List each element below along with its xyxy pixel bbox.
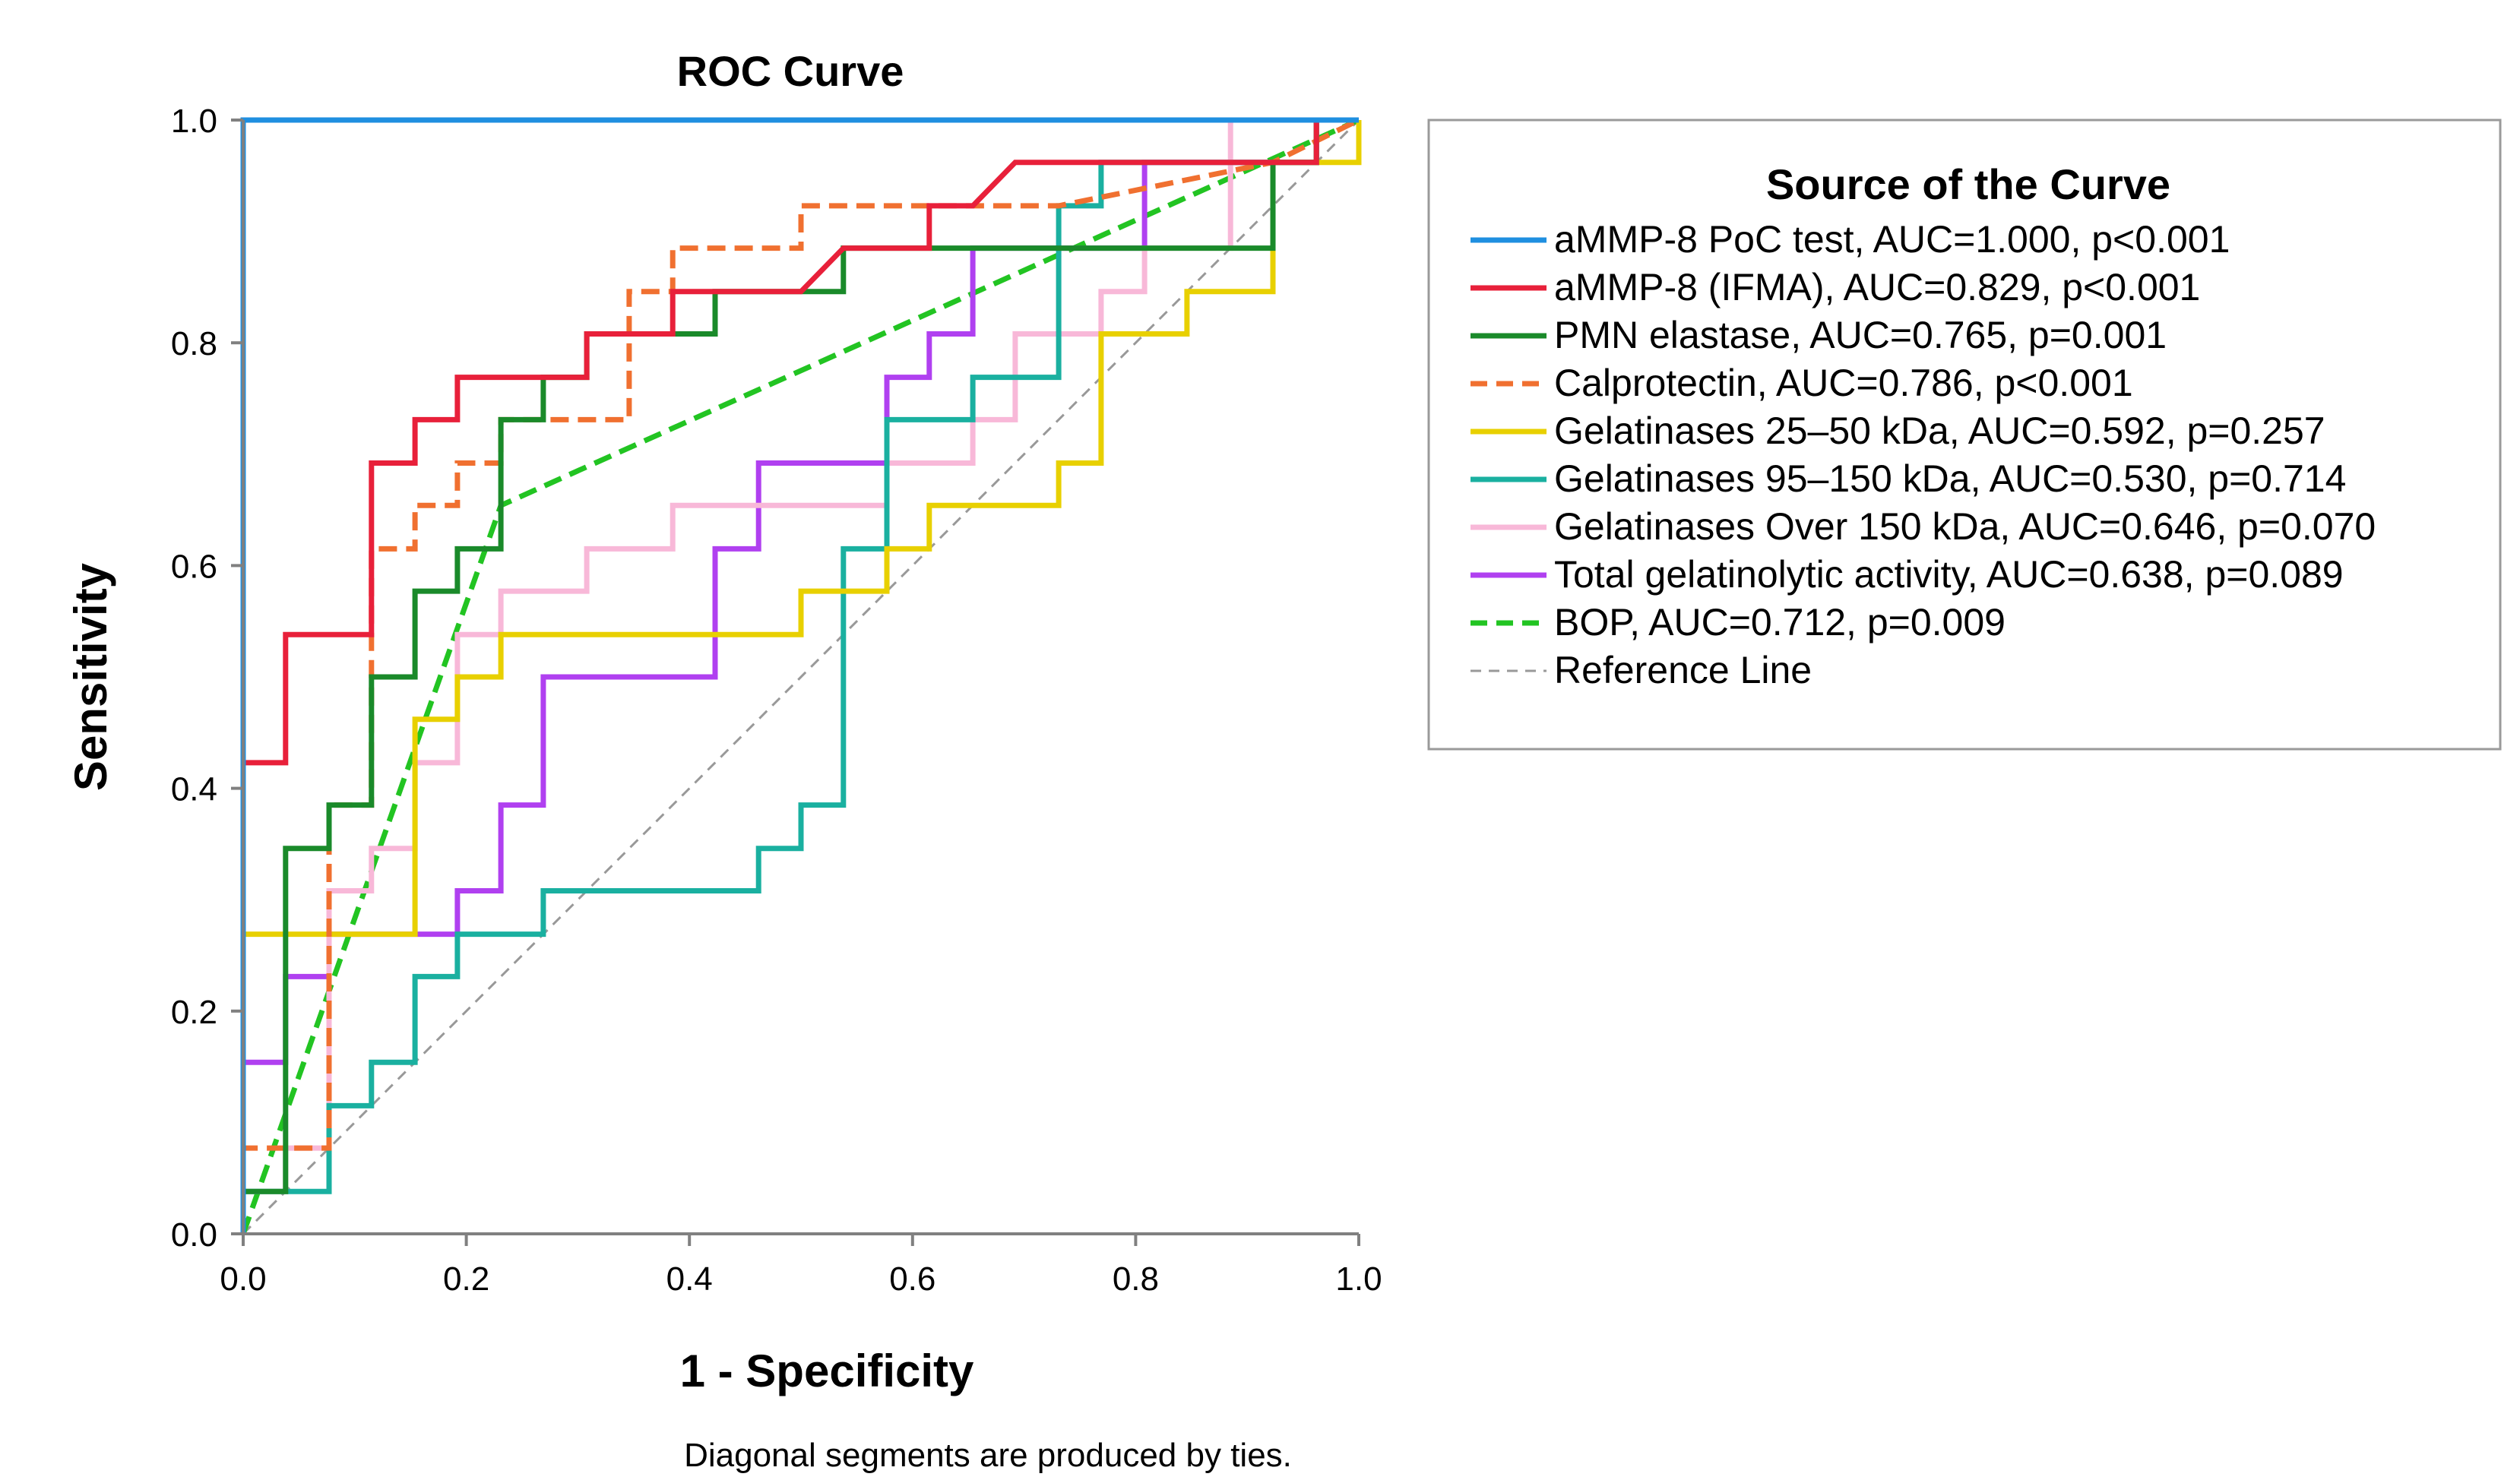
y-tick-label: 0.4	[171, 771, 217, 808]
axes-layer	[242, 120, 1359, 1235]
legend-label: aMMP-8 PoC test, AUC=1.000, p<0.001	[1554, 218, 2230, 261]
series-line-gelatinases-over-150-kda	[240, 117, 1359, 1234]
series-line-reference-line	[242, 119, 1360, 1235]
y-tick-label: 0.2	[171, 994, 217, 1031]
y-tick-label: 0.8	[171, 325, 217, 362]
legend-item-gelatinases-95-150-kda: Gelatinases 95–150 kDa, AUC=0.530, p=0.7…	[1471, 457, 2346, 500]
y-tick-label: 0.6	[171, 548, 217, 585]
legend-label: Gelatinases 25–50 kDa, AUC=0.592, p=0.25…	[1554, 410, 2325, 452]
legend-label: Reference Line	[1554, 649, 1812, 691]
series-layer	[240, 117, 1362, 1235]
ticks-layer: 0.0 0.2 0.4 0.6 0.8 1.0 0.0 0.2 0.4 0.6 0.8 1.0	[171, 103, 1382, 1298]
y-axis-label: Sensitivity	[65, 562, 116, 791]
legend-item-calprotectin: Calprotectin, AUC=0.786, p<0.001	[1471, 362, 2133, 404]
legend-box	[1427, 119, 2502, 751]
legend-item-pmn-elastase: PMN elastase, AUC=0.765, p=0.001	[1471, 314, 2167, 356]
legend-item-ammp-8-poc-test: aMMP-8 PoC test, AUC=1.000, p<0.001	[1471, 218, 2230, 261]
x-axis-label: 1 - Specificity	[680, 1346, 974, 1396]
footnote: Diagonal segments are produced by ties.	[684, 1437, 1292, 1474]
legend-item-reference-line: Reference Line	[1471, 649, 1812, 691]
x-tick-label: 0.2	[443, 1260, 489, 1298]
legend-item-total-gelatinolytic-activity: Total gelatinolytic activity, AUC=0.638,…	[1471, 553, 2344, 596]
legend-item-ammp-8-ifma: aMMP-8 (IFMA), AUC=0.829, p<0.001	[1471, 266, 2200, 308]
legend-label: Total gelatinolytic activity, AUC=0.638,…	[1554, 553, 2344, 596]
legend-label: BOP, AUC=0.712, p=0.009	[1554, 601, 2006, 644]
x-tick-label: 1.0	[1335, 1260, 1382, 1298]
legend-label: PMN elastase, AUC=0.765, p=0.001	[1554, 314, 2167, 356]
x-tick-label: 0.0	[220, 1260, 266, 1298]
legend-label: Calprotectin, AUC=0.786, p<0.001	[1554, 362, 2133, 404]
legend: Source of the Curve aMMP-8 PoC test, AUC…	[1427, 119, 2502, 751]
series-line-pmn-elastase	[240, 117, 1359, 1234]
x-tick-label: 0.6	[889, 1260, 936, 1298]
legend-item-bop: BOP, AUC=0.712, p=0.009	[1471, 601, 2006, 644]
legend-item-gelatinases-over-150-kda: Gelatinases Over 150 kDa, AUC=0.646, p=0…	[1471, 505, 2376, 548]
legend-label: aMMP-8 (IFMA), AUC=0.829, p<0.001	[1554, 266, 2200, 308]
legend-title: Source of the Curve	[1766, 160, 2170, 208]
series-line-gelatinases-95-150-kda	[240, 117, 1359, 1234]
series-line-calprotectin	[240, 117, 1360, 1234]
legend-label: Gelatinases 95–150 kDa, AUC=0.530, p=0.7…	[1554, 457, 2346, 500]
series-line-gelatinases-25-50-kda	[240, 120, 1362, 1234]
legend-label: Gelatinases Over 150 kDa, AUC=0.646, p=0…	[1554, 505, 2376, 548]
legend-item-gelatinases-25-50-kda: Gelatinases 25–50 kDa, AUC=0.592, p=0.25…	[1471, 410, 2325, 452]
y-tick-label: 1.0	[171, 103, 217, 140]
legend-items: aMMP-8 PoC test, AUC=1.000, p<0.001 aMMP-…	[1471, 218, 2376, 691]
chart-title: ROC Curve	[677, 47, 904, 95]
x-tick-label: 0.8	[1113, 1260, 1159, 1298]
y-tick-label: 0.0	[171, 1216, 217, 1254]
x-tick-label: 0.4	[666, 1260, 713, 1298]
series-line-ammp-8-ifma	[240, 117, 1359, 1234]
